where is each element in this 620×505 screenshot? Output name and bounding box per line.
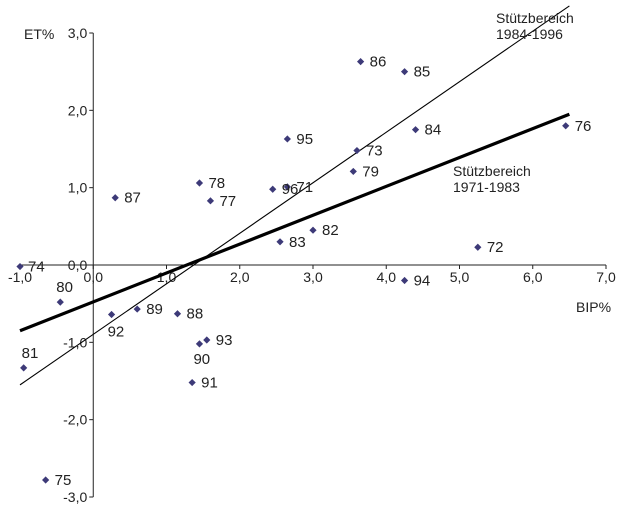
y-tick-label: -3,0	[63, 489, 87, 505]
data-point-marker	[283, 135, 291, 143]
data-point-marker	[353, 146, 361, 155]
data-point-marker	[42, 476, 50, 484]
data-point-label: 73	[366, 143, 383, 160]
data-point-label: 75	[55, 472, 72, 489]
regression-line-period: 1984-1996	[496, 26, 563, 42]
data-point-label: 86	[370, 54, 387, 71]
x-tick-label: -1,0	[8, 269, 32, 285]
y-axis-title: ET%	[24, 26, 54, 42]
y-tick-label: 0,0	[68, 257, 88, 273]
data-point-label: 78	[208, 175, 225, 192]
data-point-marker	[173, 310, 182, 318]
regression-line	[19, 5, 570, 386]
data-point-marker	[133, 305, 141, 313]
x-tick-label: 6,0	[523, 269, 543, 285]
data-point-marker	[195, 179, 204, 187]
data-point-label: 96	[282, 181, 299, 198]
regression-line-label: Stützbereich	[453, 163, 531, 179]
data-point-marker	[111, 194, 119, 202]
data-point-marker	[349, 167, 357, 176]
x-tick-label: 0,0	[84, 269, 104, 285]
data-point-label: 88	[186, 306, 203, 323]
data-point-label: 79	[362, 163, 379, 180]
data-point-marker	[188, 378, 196, 387]
data-point-marker	[400, 68, 409, 76]
data-point-marker	[107, 310, 116, 319]
data-point-label: 91	[201, 375, 218, 392]
data-point-label: 92	[108, 323, 125, 340]
data-point-label: 80	[56, 279, 73, 296]
data-point-marker	[276, 238, 284, 246]
data-point-label: 85	[414, 64, 431, 81]
regression-line	[19, 112, 570, 333]
data-point-label: 72	[487, 239, 504, 256]
data-point-marker	[309, 226, 317, 234]
data-point-label: 77	[219, 193, 236, 210]
data-point-label: 93	[216, 332, 233, 349]
data-point-label: 76	[575, 118, 592, 135]
y-tick-label: 2,0	[68, 102, 88, 118]
data-point-marker	[195, 340, 204, 348]
data-point-marker	[206, 197, 215, 205]
y-tick-label: 3,0	[68, 25, 88, 41]
x-tick-label: 4,0	[377, 269, 397, 285]
x-axis-title: BIP%	[576, 299, 611, 315]
data-point-marker	[411, 126, 420, 134]
data-point-label: 95	[296, 131, 313, 148]
data-point-marker	[357, 58, 365, 66]
x-tick-label: 7,0	[596, 269, 616, 285]
data-point-label: 71	[296, 179, 313, 196]
data-point-label: 83	[289, 234, 306, 251]
axes: -1,0 0,0 1,0 2,0 3,0 4,0 5,0 6,0 7,03,02,01,00,0…	[8, 25, 616, 505]
y-tick-label: -1,0	[63, 334, 87, 350]
data-point-label: 87	[124, 190, 141, 207]
regression-lines: Stützbereich1984-1996Stützbereich1971-19…	[19, 5, 574, 386]
regression-line-label: Stützbereich	[496, 10, 574, 26]
data-point-label: 89	[146, 301, 163, 318]
x-tick-label: 3,0	[303, 269, 323, 285]
data-point-marker	[474, 243, 482, 251]
data-point-marker	[20, 364, 28, 372]
regression-line-period: 1971-1983	[453, 179, 520, 195]
x-tick-label: 5,0	[450, 269, 470, 285]
data-point-label: 84	[425, 122, 442, 139]
data-point-marker	[203, 336, 211, 344]
data-point-marker	[269, 185, 277, 193]
data-point-label: 82	[322, 222, 339, 239]
data-point-marker	[16, 262, 24, 271]
y-tick-label: 1,0	[68, 180, 88, 196]
data-point-marker	[283, 183, 291, 191]
x-tick-label: 2,0	[230, 269, 250, 285]
data-point-marker	[400, 276, 409, 285]
data-point-marker	[56, 298, 64, 306]
y-tick-label: -2,0	[63, 412, 87, 428]
data-point-marker	[562, 122, 570, 130]
data-point-label: 90	[193, 351, 210, 368]
data-point-label: 81	[22, 345, 39, 362]
data-point-label: 74	[28, 259, 45, 276]
data-point-label: 94	[414, 272, 431, 289]
